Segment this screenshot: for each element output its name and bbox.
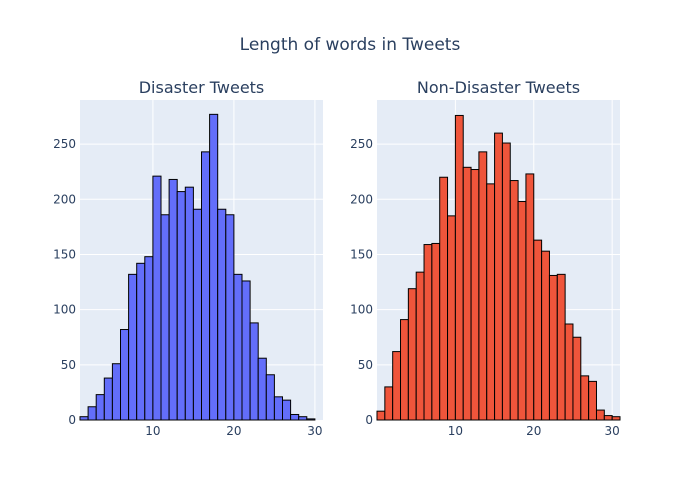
subplot-title-non-disaster: Non-Disaster Tweets xyxy=(417,78,580,97)
bar-non-disaster xyxy=(478,151,488,421)
x-tick-label: 10 xyxy=(448,424,463,438)
subplot-disaster: 0 50 100 150 200 250 10 20 30 Disaster Tweets xyxy=(53,78,323,438)
bar-disaster xyxy=(103,377,113,421)
bar-disaster xyxy=(192,208,202,421)
bar-non-disaster xyxy=(423,244,433,421)
bar-non-disaster xyxy=(415,271,425,421)
bar-non-disaster xyxy=(541,250,550,421)
bar-disaster xyxy=(176,191,186,421)
y-tick-label: 100 xyxy=(350,303,373,317)
x-tick-label: 10 xyxy=(145,424,160,438)
bar-non-disaster xyxy=(376,410,386,421)
bar-non-disaster xyxy=(407,288,417,421)
bar-disaster xyxy=(249,322,259,421)
y-tick-label: 200 xyxy=(53,192,76,206)
bar-non-disaster xyxy=(588,380,597,421)
bar-disaster xyxy=(209,113,219,421)
bar-disaster xyxy=(120,329,130,421)
bar-disaster xyxy=(136,262,146,421)
bar-non-disaster xyxy=(564,323,574,421)
bar-disaster xyxy=(184,186,194,421)
bar-non-disaster xyxy=(556,273,566,421)
bar-non-disaster xyxy=(611,416,621,421)
y-tick-label: 250 xyxy=(350,137,373,151)
subplot-title-disaster: Disaster Tweets xyxy=(139,78,265,97)
bar-non-disaster xyxy=(509,180,519,421)
y-tick-label: 150 xyxy=(350,247,373,261)
bar-non-disaster xyxy=(580,375,590,421)
bar-disaster xyxy=(273,396,283,421)
bar-disaster xyxy=(233,273,243,421)
bar-non-disaster xyxy=(486,183,496,421)
bar-non-disaster xyxy=(494,132,503,421)
bar-disaster xyxy=(290,413,300,421)
y-tick-label: 50 xyxy=(358,358,373,372)
bar-disaster xyxy=(217,208,227,421)
bar-disaster xyxy=(79,416,89,421)
figure-title: Length of words in Tweets xyxy=(240,35,461,55)
bar-non-disaster xyxy=(603,415,613,421)
y-tick-label: 0 xyxy=(68,413,76,427)
bar-disaster xyxy=(128,273,138,421)
bar-disaster xyxy=(298,416,308,421)
bar-disaster xyxy=(241,280,251,421)
bar-disaster xyxy=(282,399,292,421)
bar-non-disaster xyxy=(595,409,605,421)
bar-non-disaster xyxy=(462,166,472,421)
bar-disaster xyxy=(265,374,275,421)
bar-non-disaster xyxy=(501,142,511,421)
bar-non-disaster xyxy=(533,239,543,421)
bar-non-disaster xyxy=(572,336,582,421)
bar-disaster xyxy=(168,178,178,421)
bar-disaster xyxy=(201,151,211,421)
x-tick-label: 20 xyxy=(226,424,241,438)
x-tick-label: 30 xyxy=(307,424,322,438)
bar-non-disaster xyxy=(517,201,527,421)
bar-disaster xyxy=(144,256,154,421)
bar-non-disaster xyxy=(525,173,535,421)
bar-disaster xyxy=(95,394,105,421)
bar-disaster xyxy=(111,363,122,421)
bar-disaster xyxy=(225,214,235,421)
bar-non-disaster xyxy=(392,351,402,421)
bar-non-disaster xyxy=(548,274,558,421)
bar-disaster xyxy=(160,214,170,421)
y-tick-label: 100 xyxy=(53,303,76,317)
y-tick-label: 50 xyxy=(61,358,76,372)
bar-disaster xyxy=(87,406,97,421)
y-tick-label: 150 xyxy=(53,247,76,261)
bar-non-disaster xyxy=(439,176,449,421)
x-tick-label: 20 xyxy=(526,424,541,438)
y-tick-label: 250 xyxy=(53,137,76,151)
bar-disaster xyxy=(306,418,316,421)
y-tick-label: 200 xyxy=(350,192,373,206)
bar-non-disaster xyxy=(447,215,456,421)
y-tick-label: 0 xyxy=(365,413,373,427)
bar-non-disaster xyxy=(400,319,409,421)
bar-disaster xyxy=(152,175,162,421)
subplot-non-disaster: 0 50 100 150 200 250 10 20 30 Non-Disaster Tweets xyxy=(350,78,621,438)
bar-disaster xyxy=(257,357,267,421)
bar-non-disaster xyxy=(470,169,480,421)
bar-non-disaster xyxy=(431,242,441,421)
x-tick-label: 30 xyxy=(605,424,620,438)
bar-non-disaster xyxy=(454,114,464,421)
bar-non-disaster xyxy=(384,386,394,421)
